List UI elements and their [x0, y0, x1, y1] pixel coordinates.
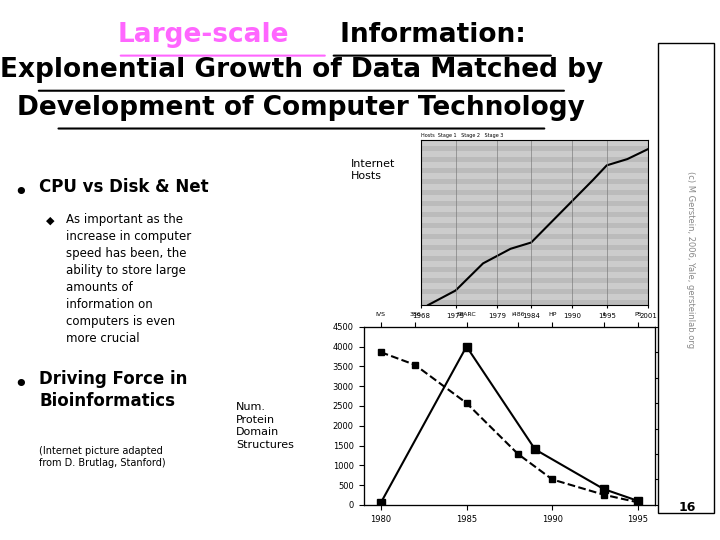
Text: Information:: Information:: [331, 22, 526, 48]
Bar: [421, 173, 648, 179]
Bar: [421, 261, 648, 267]
Bar: [421, 212, 648, 217]
Y-axis label: CPU Instruction
Time (ns): CPU Instruction Time (ns): [683, 383, 703, 448]
Text: ◆: ◆: [46, 216, 55, 226]
Bar: [421, 239, 648, 245]
Bar: [421, 151, 648, 157]
Text: •: •: [13, 373, 28, 396]
Bar: [421, 157, 648, 163]
Bar: [421, 190, 648, 195]
Bar: [421, 222, 648, 228]
Bar: [421, 283, 648, 288]
Bar: [421, 201, 648, 206]
Text: Explonential Growth of Data Matched by: Explonential Growth of Data Matched by: [0, 57, 603, 83]
Text: Num.
Protein
Domain
Structures: Num. Protein Domain Structures: [236, 402, 294, 449]
Text: Internet
Hosts: Internet Hosts: [351, 159, 395, 181]
Bar: [421, 217, 648, 222]
Text: Large-scale: Large-scale: [118, 22, 289, 48]
Bar: [421, 267, 648, 272]
Text: Driving Force in
Bioinformatics: Driving Force in Bioinformatics: [40, 370, 188, 410]
Text: Hosts  Stage 1   Stage 2   Stage 3: Hosts Stage 1 Stage 2 Stage 3: [421, 133, 503, 138]
Text: 16: 16: [679, 501, 696, 514]
FancyBboxPatch shape: [659, 43, 714, 513]
Bar: [421, 184, 648, 190]
Text: •: •: [13, 181, 28, 205]
Bar: [421, 179, 648, 184]
Bar: [421, 294, 648, 300]
Bar: [421, 206, 648, 212]
Text: (Internet picture adapted
from D. Brutlag, Stanford): (Internet picture adapted from D. Brutla…: [40, 446, 166, 468]
Bar: [421, 228, 648, 234]
Bar: [421, 163, 648, 168]
Bar: [421, 140, 648, 146]
Bar: [421, 272, 648, 278]
Bar: [421, 168, 648, 173]
Text: (c) M Gerstein, 2006, Yale, gersteinlab.org: (c) M Gerstein, 2006, Yale, gersteinlab.…: [686, 171, 696, 348]
Bar: [421, 255, 648, 261]
Bar: [421, 278, 648, 283]
Bar: [421, 245, 648, 250]
Bar: [421, 195, 648, 201]
Bar: [421, 234, 648, 239]
Bar: [421, 250, 648, 255]
Text: Development of Computer Technology: Development of Computer Technology: [17, 95, 585, 121]
Text: CPU vs Disk & Net: CPU vs Disk & Net: [40, 178, 209, 196]
Bar: [421, 288, 648, 294]
Bar: [421, 300, 648, 305]
Bar: [421, 146, 648, 151]
Text: As important as the
increase in computer
speed has been, the
ability to store la: As important as the increase in computer…: [66, 213, 191, 345]
